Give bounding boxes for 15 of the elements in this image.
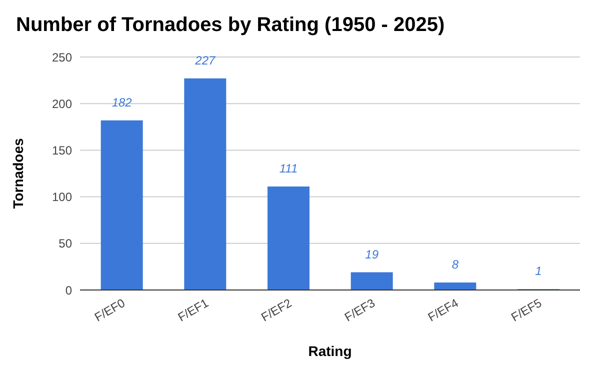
x-axis-title: Rating [308,343,352,359]
y-tick-label: 150 [52,143,72,158]
data-label: 227 [194,53,216,68]
data-label: 19 [365,247,379,262]
data-label: 182 [112,95,132,110]
y-tick-label: 250 [52,50,72,64]
y-tick-label: 50 [58,236,72,251]
chart-title: Number of Tornadoes by Rating (1950 - 2025) [16,14,445,37]
data-label: 8 [452,258,459,272]
data-label: 111 [279,162,298,176]
y-tick-label: 100 [52,190,72,204]
data-label: 1 [535,264,542,278]
y-axis-title: Tornadoes [10,138,26,209]
y-tick-label: 200 [52,96,72,111]
y-tick-label: 0 [65,283,72,298]
